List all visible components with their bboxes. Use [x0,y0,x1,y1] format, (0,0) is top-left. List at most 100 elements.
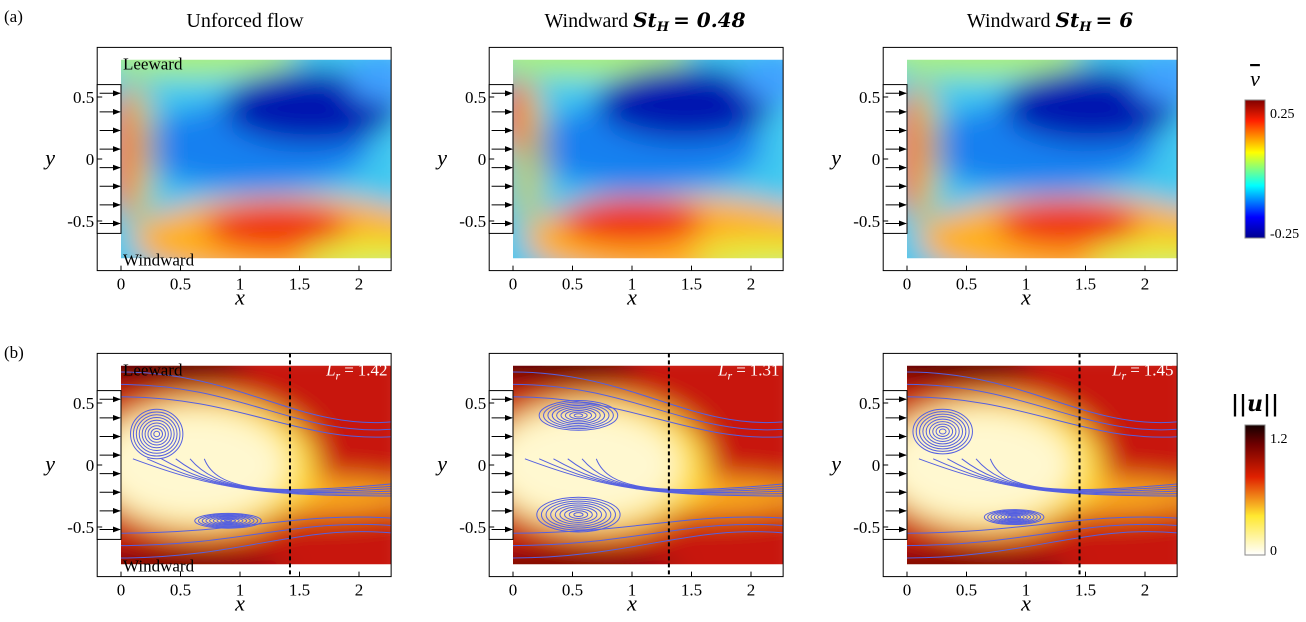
x-tick-label: 1.5 [289,581,310,600]
title-param: St [1056,8,1080,32]
panel: 0 0.5 1 1.5 2 0.5 0 -0.5 x y Lr = 1.31 [435,352,784,616]
column-title: Unforced flow [186,10,304,32]
x-tick-label: 2 [747,581,756,600]
title-param-eq: = 0.48 [673,8,746,32]
x-tick-label: 1 [1022,581,1031,600]
field-blob [513,365,638,379]
field-blob [204,202,348,252]
field-blob [513,409,680,521]
streamlines [513,371,784,559]
x-axis-label: x [626,285,637,310]
colorbar-min: -0.25 [1270,227,1299,242]
field-blob [907,365,1032,379]
y-tick-label: 0 [86,456,95,475]
streamline [947,458,1178,494]
field [513,59,784,259]
field [907,59,1178,259]
streamline [922,416,964,447]
streamline [121,531,392,559]
lr-eq: = [1130,361,1140,380]
streamline [513,523,784,547]
streamline [223,519,233,523]
field-blob [1085,239,1178,259]
title-param-eq: = 6 [1095,8,1133,32]
streamline [194,512,262,529]
field-blob [513,555,667,565]
streamline [938,428,947,435]
colorbar: ||u|| 1.2 0 [1231,391,1288,559]
y-axis-label: y [435,145,447,170]
field-blob [121,78,157,228]
lr-sub: r [728,369,733,383]
recirculation-label: Lr = 1.31 [717,361,779,383]
y-axis-label: y [829,451,841,476]
streamline [1003,514,1025,521]
title-param-sub: H [1078,20,1092,35]
title-param-sub: H [656,20,670,35]
column-title: Windward StH = 0.48 [544,8,745,35]
x-tick-label: 0.5 [562,581,583,600]
x-tick-label: 1 [1022,275,1031,294]
title-text: Windward [967,10,1051,32]
streamline [121,383,392,431]
field-blob [121,555,275,565]
x-tick-label: 1.5 [681,275,702,294]
y-tick-label: 0.5 [465,394,486,413]
lr-eq: = [736,361,746,380]
lr-sub: r [336,369,341,383]
streamline [925,418,960,445]
field-blob [121,59,297,79]
y-tick-label: 0.5 [859,88,880,107]
streamline [569,411,588,420]
streamline [146,458,392,495]
field-blob [299,239,392,259]
y-tick-label: 0 [86,150,95,169]
x-axis-label: x [1020,591,1031,616]
streamline [513,383,784,431]
lr-symbol: L [325,361,335,380]
streamline [121,371,392,424]
streamline [551,404,606,426]
streamline [595,458,784,491]
streamline [209,516,248,526]
title-param: St [633,8,657,32]
panel: 0 0.5 1 1.5 2 0.5 0 -0.5 x y Leeward Windward Lr = 1.4… [43,352,392,616]
streamline [216,517,240,524]
streamline [141,419,172,449]
field-blur [513,59,784,259]
x-tick-label: 0 [903,275,912,294]
streamline [564,409,593,421]
colorbar-label: ||u|| [1231,391,1279,417]
y-axis-label: y [43,451,55,476]
column-title: Windward StH = 6 [967,8,1133,35]
x-tick-label: 0.5 [170,581,191,600]
panel: 0 0.5 1 1.5 2 0.5 0 -0.5 x y Leeward Windward [43,46,392,310]
streamline [932,458,1178,495]
y-tick-label: 0.5 [73,88,94,107]
streamline [567,458,784,492]
x-tick-label: 0 [509,581,518,600]
colorbar: v 0.25 -0.25 [1244,66,1299,242]
field-blob [121,409,288,521]
field-blob [1002,68,1178,143]
x-tick-label: 0 [903,581,912,600]
streamline [928,421,957,442]
field-blob [513,78,549,228]
field-blur [907,59,1178,259]
streamline [907,383,1178,431]
streamline [220,518,237,523]
field-blur [121,365,392,565]
colorbar-label: v [1250,66,1260,91]
y-tick-label: -0.5 [853,518,880,537]
field-blob [1133,59,1178,104]
y-tick-label: -0.5 [67,518,94,537]
streamline [121,396,392,438]
x-tick-label: 1.5 [289,275,310,294]
streamline [935,426,950,437]
x-tick-label: 0 [117,581,126,600]
streamline [524,458,784,497]
streamline [997,512,1032,522]
x-tick-label: 1 [628,581,637,600]
y-tick-label: -0.5 [459,518,486,537]
